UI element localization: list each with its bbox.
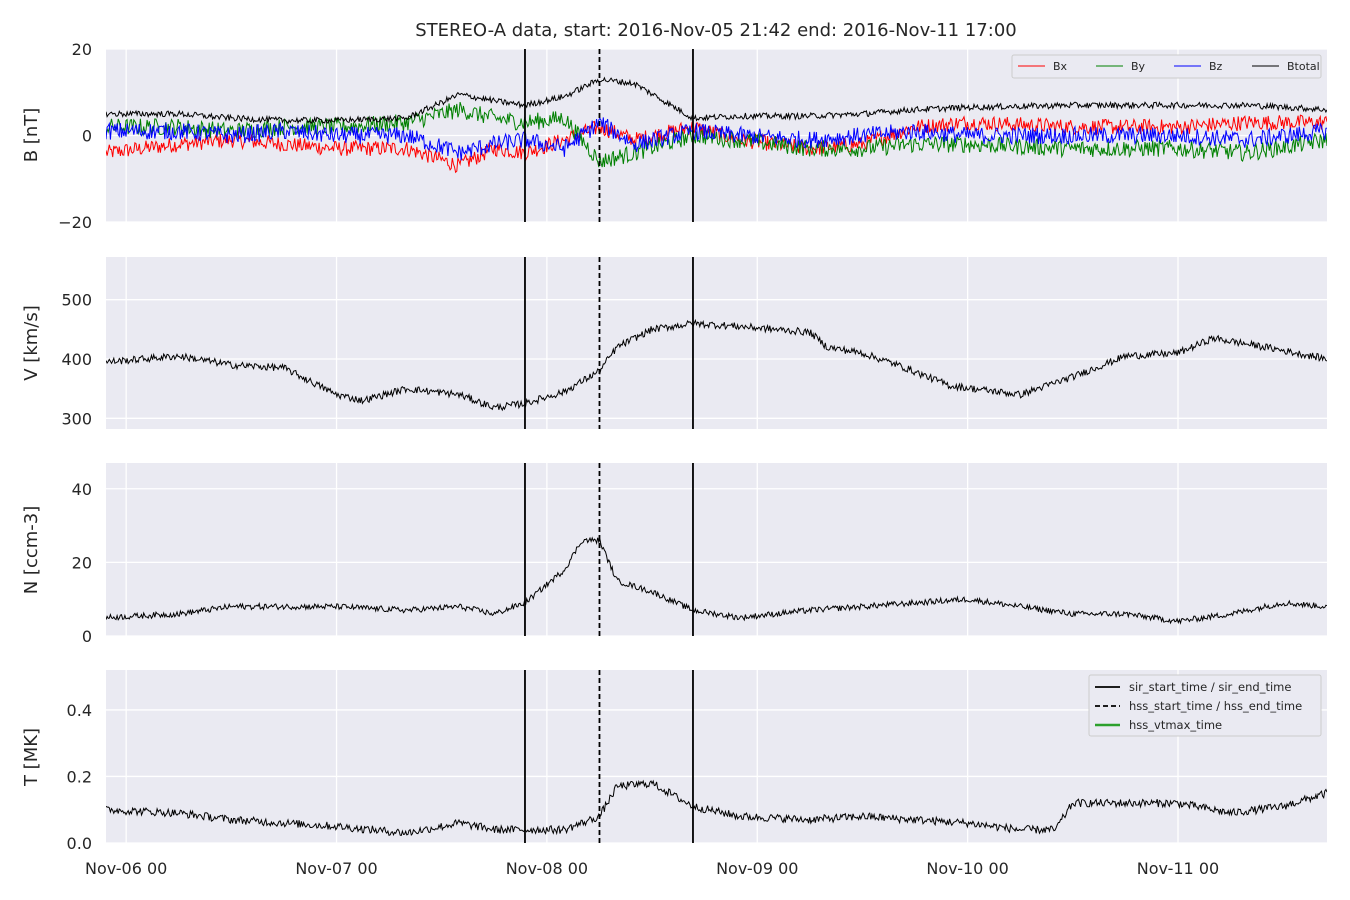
x-tick-label: Nov-09 00 <box>716 859 798 878</box>
legend-events: sir_start_time / sir_end_time hss_start_t… <box>1088 674 1322 737</box>
legend-label-bx: Bx <box>1053 60 1068 73</box>
x-tick-label: Nov-10 00 <box>926 859 1008 878</box>
y-tick-label: 300 <box>61 409 92 428</box>
x-tick-label: Nov-06 00 <box>85 859 167 878</box>
y-axis-label-n: N [ccm-3] <box>21 506 42 595</box>
legend-frame <box>1011 54 1322 79</box>
panel-velocity: 300 400 500 V [km/s] <box>21 257 1327 429</box>
x-axis-ticks: Nov-06 00 Nov-07 00 Nov-08 00 Nov-09 00 Nov-… <box>85 859 1219 878</box>
chart-title: STEREO-A data, start: 2016-Nov-05 21:42 … <box>415 20 1016 41</box>
y-tick-label: 0 <box>82 627 92 646</box>
legend-label-by: By <box>1131 60 1146 73</box>
y-tick-label: 40 <box>72 480 92 499</box>
y-axis-label-b: B [nT] <box>21 108 42 163</box>
panel-background <box>106 257 1327 429</box>
legend-label-bz: Bz <box>1209 60 1223 73</box>
y-tick-label: 0 <box>82 127 92 146</box>
series-t-line <box>106 779 1327 837</box>
series-bx-line <box>106 114 1327 174</box>
series-bz-line <box>106 117 1327 161</box>
y-tick-label: 20 <box>72 40 92 59</box>
legend-label: sir_start_time / sir_end_time <box>1129 680 1291 694</box>
series-n-line <box>106 536 1327 625</box>
panel-magnetic-field: −20 0 20 B [nT] Bx By Bz Btotal <box>21 40 1327 232</box>
panel-temperature: 0.0 0.2 0.4 T [MK] sir_start_time / sir_en… <box>21 670 1327 853</box>
legend-b: Bx By Bz Btotal <box>1011 54 1322 79</box>
y-tick-label: 0.2 <box>67 767 92 786</box>
panel-density: 0 20 40 N [ccm-3] <box>21 463 1327 646</box>
legend-frame <box>1088 674 1322 737</box>
legend-label-btotal: Btotal <box>1287 60 1320 73</box>
y-tick-label: 20 <box>72 553 92 572</box>
legend-label: hss_vtmax_time <box>1129 718 1222 732</box>
legend-label: hss_start_time / hss_end_time <box>1129 699 1302 713</box>
x-tick-label: Nov-07 00 <box>295 859 377 878</box>
x-tick-label: Nov-08 00 <box>506 859 588 878</box>
series-btotal-line <box>106 76 1327 125</box>
series-v-line <box>106 318 1327 412</box>
y-tick-label: 500 <box>61 291 92 310</box>
y-tick-label: 400 <box>61 350 92 369</box>
y-tick-label: 0.4 <box>67 701 92 720</box>
y-tick-label: 0.0 <box>67 834 92 853</box>
x-tick-label: Nov-11 00 <box>1137 859 1219 878</box>
y-tick-label: −20 <box>58 213 92 232</box>
y-axis-label-t: T [MK] <box>21 728 42 787</box>
series-by-line <box>106 101 1327 168</box>
y-axis-label-v: V [km/s] <box>21 305 42 380</box>
